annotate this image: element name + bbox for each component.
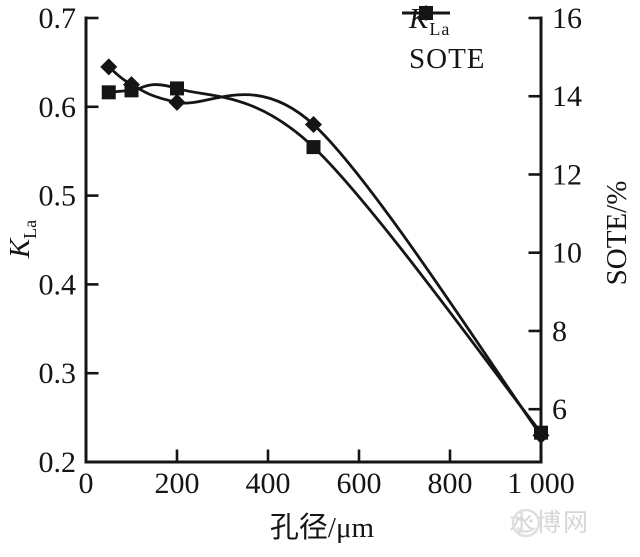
right-tick-label: 14 — [552, 80, 582, 113]
legend-label-sote: SOTE — [409, 42, 486, 75]
x-axis-title: 孔径/μm — [269, 512, 375, 544]
left-tick-label: 0.2 — [39, 446, 77, 479]
legend-item-sote: SOTE — [400, 6, 486, 78]
kla-marker — [100, 58, 118, 76]
right-tick-label: 8 — [552, 315, 567, 348]
left-tick-label: 0.6 — [39, 91, 77, 124]
right-tick-label: 12 — [552, 158, 582, 191]
left-tick-label: 0.7 — [39, 2, 77, 35]
watermark-text: 水博网 — [509, 510, 591, 537]
x-tick-label: 1 000 — [507, 467, 575, 500]
left-axis-title-symbol: K — [4, 238, 36, 259]
watermark: 水博网 — [505, 503, 590, 539]
sote-marker — [101, 85, 116, 100]
kla-line — [107, 65, 543, 437]
right-tick-label: 6 — [552, 393, 567, 426]
left-tick-label: 0.5 — [39, 180, 77, 213]
x-tick-label: 800 — [428, 467, 473, 500]
watermark-logo-icon — [511, 508, 541, 538]
sote-marker — [534, 425, 548, 440]
sote-legend-marker-icon — [402, 6, 450, 20]
left-axis-title: KLa — [3, 188, 40, 290]
legend: KLa SOTE — [400, 2, 486, 78]
x-tick-label: 200 — [155, 467, 200, 500]
left-tick-label: 0.4 — [39, 268, 77, 301]
sote-marker — [306, 140, 321, 155]
kla-marker — [168, 93, 186, 111]
left-axis-title-subscript: La — [19, 219, 40, 239]
right-axis-title: SOTE/% — [601, 180, 633, 286]
x-tick-label: 400 — [246, 467, 291, 500]
left-tick-label: 0.3 — [39, 357, 77, 390]
right-tick-label: 10 — [552, 237, 582, 270]
x-tick-label: 600 — [337, 467, 382, 500]
right-tick-label: 16 — [552, 2, 582, 35]
kla-subscript: La — [429, 18, 451, 39]
sote-marker — [124, 83, 139, 98]
sote-marker — [170, 81, 184, 96]
kla-marker — [305, 116, 322, 134]
x-tick-label: 0 — [79, 467, 94, 500]
